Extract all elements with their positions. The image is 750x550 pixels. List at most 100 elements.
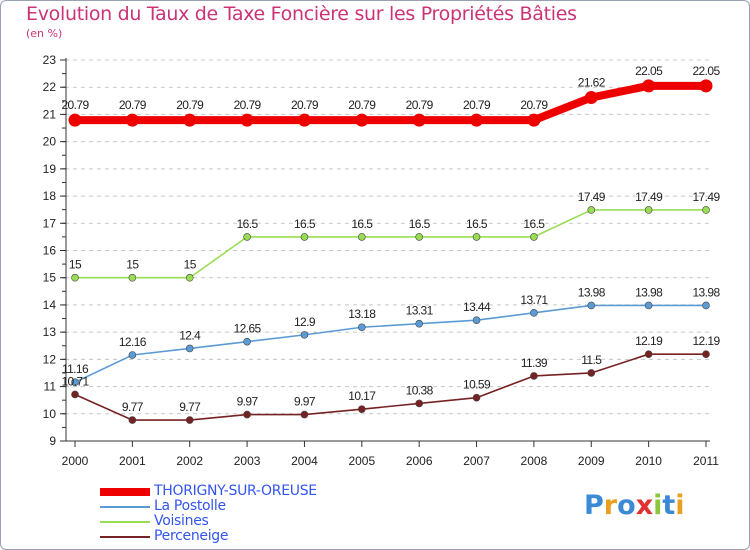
- series-line: [74, 209, 707, 279]
- data-point: [300, 410, 309, 419]
- data-point: [243, 337, 251, 346]
- data-point: [358, 405, 366, 413]
- y-tick-label: 9: [49, 434, 56, 448]
- y-tick-label: 18: [43, 189, 57, 203]
- data-label: 11.5: [581, 353, 602, 367]
- data-label: 10.38: [406, 383, 434, 397]
- data-label: 22.05: [635, 64, 663, 78]
- x-tick-label: 2008: [521, 454, 548, 468]
- data-label: 17.49: [578, 190, 606, 204]
- data-label: 12.16: [119, 335, 147, 349]
- data-label: 20.79: [520, 98, 548, 112]
- data-point: [243, 410, 251, 419]
- x-tick-label: 2003: [234, 454, 261, 468]
- y-tick-label: 14: [43, 298, 57, 312]
- x-tick-label: 2007: [463, 454, 490, 468]
- legend-label: Voisines: [154, 513, 209, 529]
- data-label: 9.77: [122, 400, 144, 414]
- data-point: [355, 113, 369, 127]
- data-label: 13.98: [635, 285, 663, 299]
- data-point: [297, 113, 311, 127]
- data-point: [530, 309, 538, 317]
- data-label: 13.44: [463, 300, 491, 314]
- data-label: 9.77: [179, 400, 201, 414]
- series-line: [74, 353, 707, 421]
- data-point: [415, 319, 423, 328]
- data-label: 15: [126, 258, 139, 272]
- data-label: 17.49: [635, 190, 663, 204]
- data-label: 22.05: [692, 64, 720, 78]
- data-point: [300, 331, 309, 339]
- x-tick-label: 2004: [291, 454, 318, 468]
- y-tick-label: 11: [44, 380, 57, 394]
- y-tick-label: 10: [43, 407, 57, 421]
- data-label: 20.79: [119, 98, 147, 112]
- data-label: 17.49: [692, 190, 720, 204]
- data-label: 12.65: [234, 322, 262, 336]
- data-point: [125, 113, 139, 127]
- data-label: 10.17: [348, 389, 376, 403]
- y-tick-label: 15: [43, 271, 57, 285]
- logo-letter: x: [635, 490, 654, 521]
- data-label: 13.18: [348, 307, 376, 321]
- data-point: [183, 113, 197, 127]
- data-point: [584, 91, 598, 105]
- data-point: [642, 79, 656, 93]
- data-point: [587, 369, 596, 377]
- data-point: [358, 323, 366, 332]
- data-point: [358, 233, 366, 241]
- data-point: [527, 113, 541, 127]
- legend-swatch: [100, 488, 150, 496]
- data-point: [702, 350, 710, 358]
- data-point: [415, 399, 423, 408]
- data-point: [530, 233, 538, 241]
- y-tick-label: 19: [43, 162, 57, 176]
- logo-letter: P: [584, 490, 604, 521]
- logo-letter: t: [662, 490, 676, 521]
- x-tick-label: 2002: [176, 454, 203, 468]
- data-label: 12.4: [179, 328, 201, 342]
- x-tick-label: 2001: [119, 454, 146, 468]
- x-tick-label: 2006: [406, 454, 433, 468]
- y-tick-label: 16: [43, 244, 57, 258]
- legend-label: THORIGNY-SUR-OREUSE: [154, 483, 317, 499]
- data-point: [412, 113, 426, 127]
- legend-swatch: [100, 506, 150, 508]
- logo-letter: i: [653, 490, 663, 521]
- data-label: 12.19: [635, 334, 663, 348]
- data-label: 10.71: [61, 374, 89, 388]
- data-point: [702, 301, 710, 310]
- series-line: [71, 81, 710, 125]
- data-point: [185, 273, 194, 282]
- series-line: [74, 304, 707, 384]
- data-point: [644, 350, 653, 358]
- data-label: 10.59: [463, 378, 491, 392]
- x-tick-label: 2011: [693, 454, 719, 468]
- proxiti-logo: Proxiti: [584, 490, 685, 521]
- x-tick-label: 2009: [578, 454, 605, 468]
- x-tick-label: 2010: [635, 454, 662, 468]
- logo-letter: o: [617, 490, 636, 521]
- data-label: 15: [69, 258, 82, 272]
- data-point: [644, 301, 653, 310]
- y-tick-label: 21: [43, 107, 57, 121]
- chart-title: Evolution du Taux de Taxe Foncière sur l…: [26, 3, 577, 25]
- data-point: [128, 273, 137, 282]
- data-label: 16.5: [523, 217, 545, 231]
- data-point: [472, 316, 481, 324]
- legend-label: Perceneige: [154, 528, 229, 544]
- data-point: [699, 79, 713, 93]
- data-point: [587, 206, 596, 214]
- data-label: 16.5: [351, 217, 373, 231]
- data-label: 16.5: [409, 217, 431, 231]
- data-label: 13.31: [406, 304, 434, 318]
- data-label: 9.97: [294, 395, 316, 409]
- data-label: 12.19: [692, 334, 720, 348]
- logo-letter: r: [603, 490, 618, 521]
- data-label: 16.5: [466, 217, 488, 231]
- data-label: 12.9: [294, 315, 316, 329]
- data-point: [472, 393, 481, 402]
- legend-swatch: [100, 536, 150, 538]
- data-point: [470, 113, 484, 127]
